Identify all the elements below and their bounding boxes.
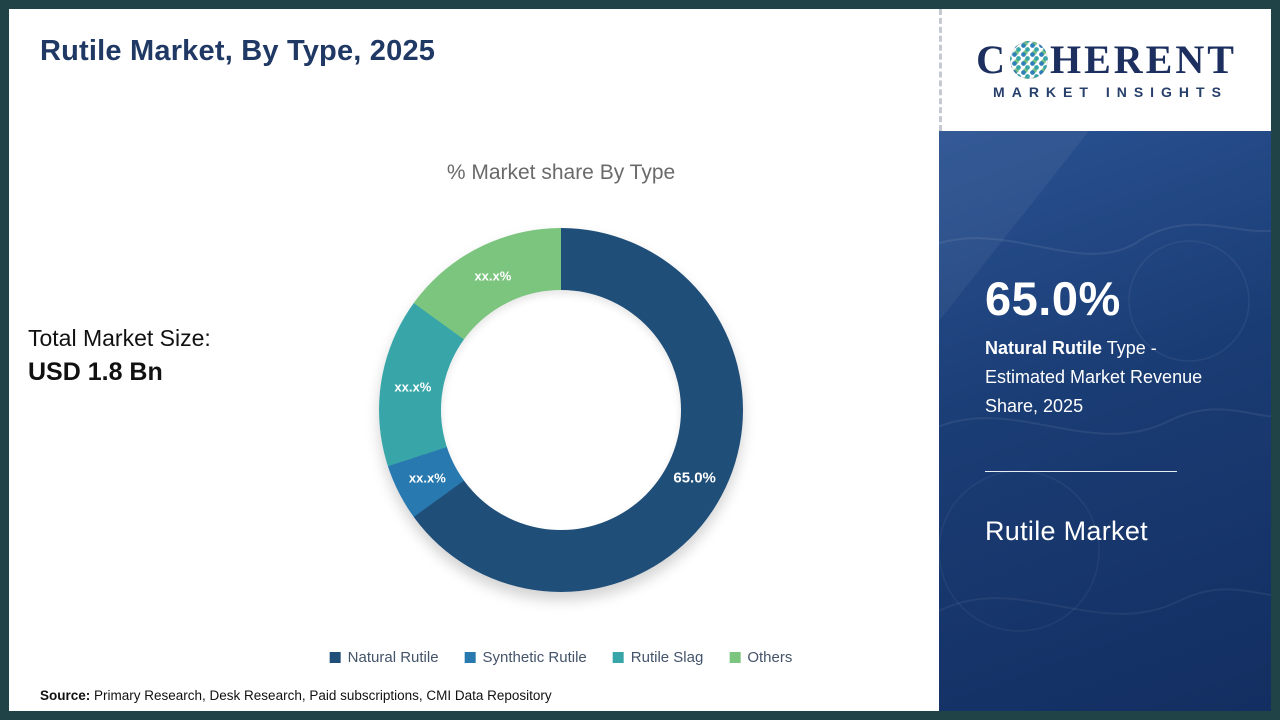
logo-letters-rest: HERENT	[1049, 37, 1237, 82]
legend-item: Rutile Slag	[612, 649, 704, 666]
total-market-value: USD 1.8 Bn	[28, 358, 163, 386]
source-text: Primary Research, Desk Research, Paid su…	[90, 688, 552, 703]
page-title: Rutile Market, By Type, 2025	[40, 35, 436, 67]
highlight-sidebar: 65.0% Natural Rutile Type - Estimated Ma…	[939, 131, 1271, 711]
logo-subtext: MARKET INSIGHTS	[993, 84, 1228, 100]
legend-item: Natural Rutile	[329, 649, 439, 666]
sidebar-stat-description: Natural Rutile Type - Estimated Market R…	[985, 334, 1205, 421]
logo-wordmark: C HERENT	[976, 40, 1237, 80]
sidebar-content: 65.0% Natural Rutile Type - Estimated Ma…	[939, 131, 1271, 547]
slice-label: xx.x%	[394, 379, 432, 395]
legend-swatch-icon	[612, 652, 624, 663]
legend-label: Natural Rutile	[347, 649, 439, 666]
donut-ring	[379, 228, 743, 592]
donut-chart: 65.0% xx.x% xx.x% xx.x%	[379, 228, 743, 592]
source-note: Source: Primary Research, Desk Research,…	[40, 688, 552, 703]
sidebar-divider	[985, 471, 1177, 473]
legend-label: Synthetic Rutile	[482, 649, 587, 666]
sidebar-market-title: Rutile Market	[985, 516, 1148, 547]
sidebar-stat-value: 65.0%	[985, 272, 1121, 325]
legend-swatch-icon	[329, 652, 341, 663]
slice-label: xx.x%	[408, 470, 446, 486]
main-area: Rutile Market, By Type, 2025 % Market sh…	[9, 9, 939, 711]
legend-item: Others	[729, 649, 792, 666]
slice-label: xx.x%	[474, 268, 512, 284]
legend-swatch-icon	[464, 652, 476, 663]
slice-label: 65.0%	[673, 469, 716, 487]
company-logo: C HERENT MARKET INSIGHTS	[939, 9, 1271, 131]
sidebar-stat-bold: Natural Rutile	[985, 338, 1103, 358]
chart-title: % Market share By Type	[446, 161, 676, 184]
chart-legend: Natural Rutile Synthetic Rutile Rutile Sla…	[329, 649, 792, 666]
right-column: C HERENT MARKET INSIGHTS 65.0% Natural R…	[939, 9, 1271, 711]
world-map-background	[939, 131, 1271, 632]
total-market-label: Total Market Size:	[28, 325, 211, 351]
logo-letter-c: C	[976, 37, 1008, 82]
logo-mosaic-globe-icon	[1009, 41, 1048, 79]
source-label: Source:	[40, 688, 91, 703]
legend-label: Others	[747, 649, 793, 666]
legend-item: Synthetic Rutile	[464, 649, 587, 666]
total-market-size: Total Market Size: USD 1.8 Bn	[28, 325, 211, 387]
sidebar-stat-rest: Type - Estimated Market Revenue Share, 2…	[985, 338, 1203, 417]
legend-swatch-icon	[729, 652, 741, 663]
legend-label: Rutile Slag	[630, 649, 704, 666]
